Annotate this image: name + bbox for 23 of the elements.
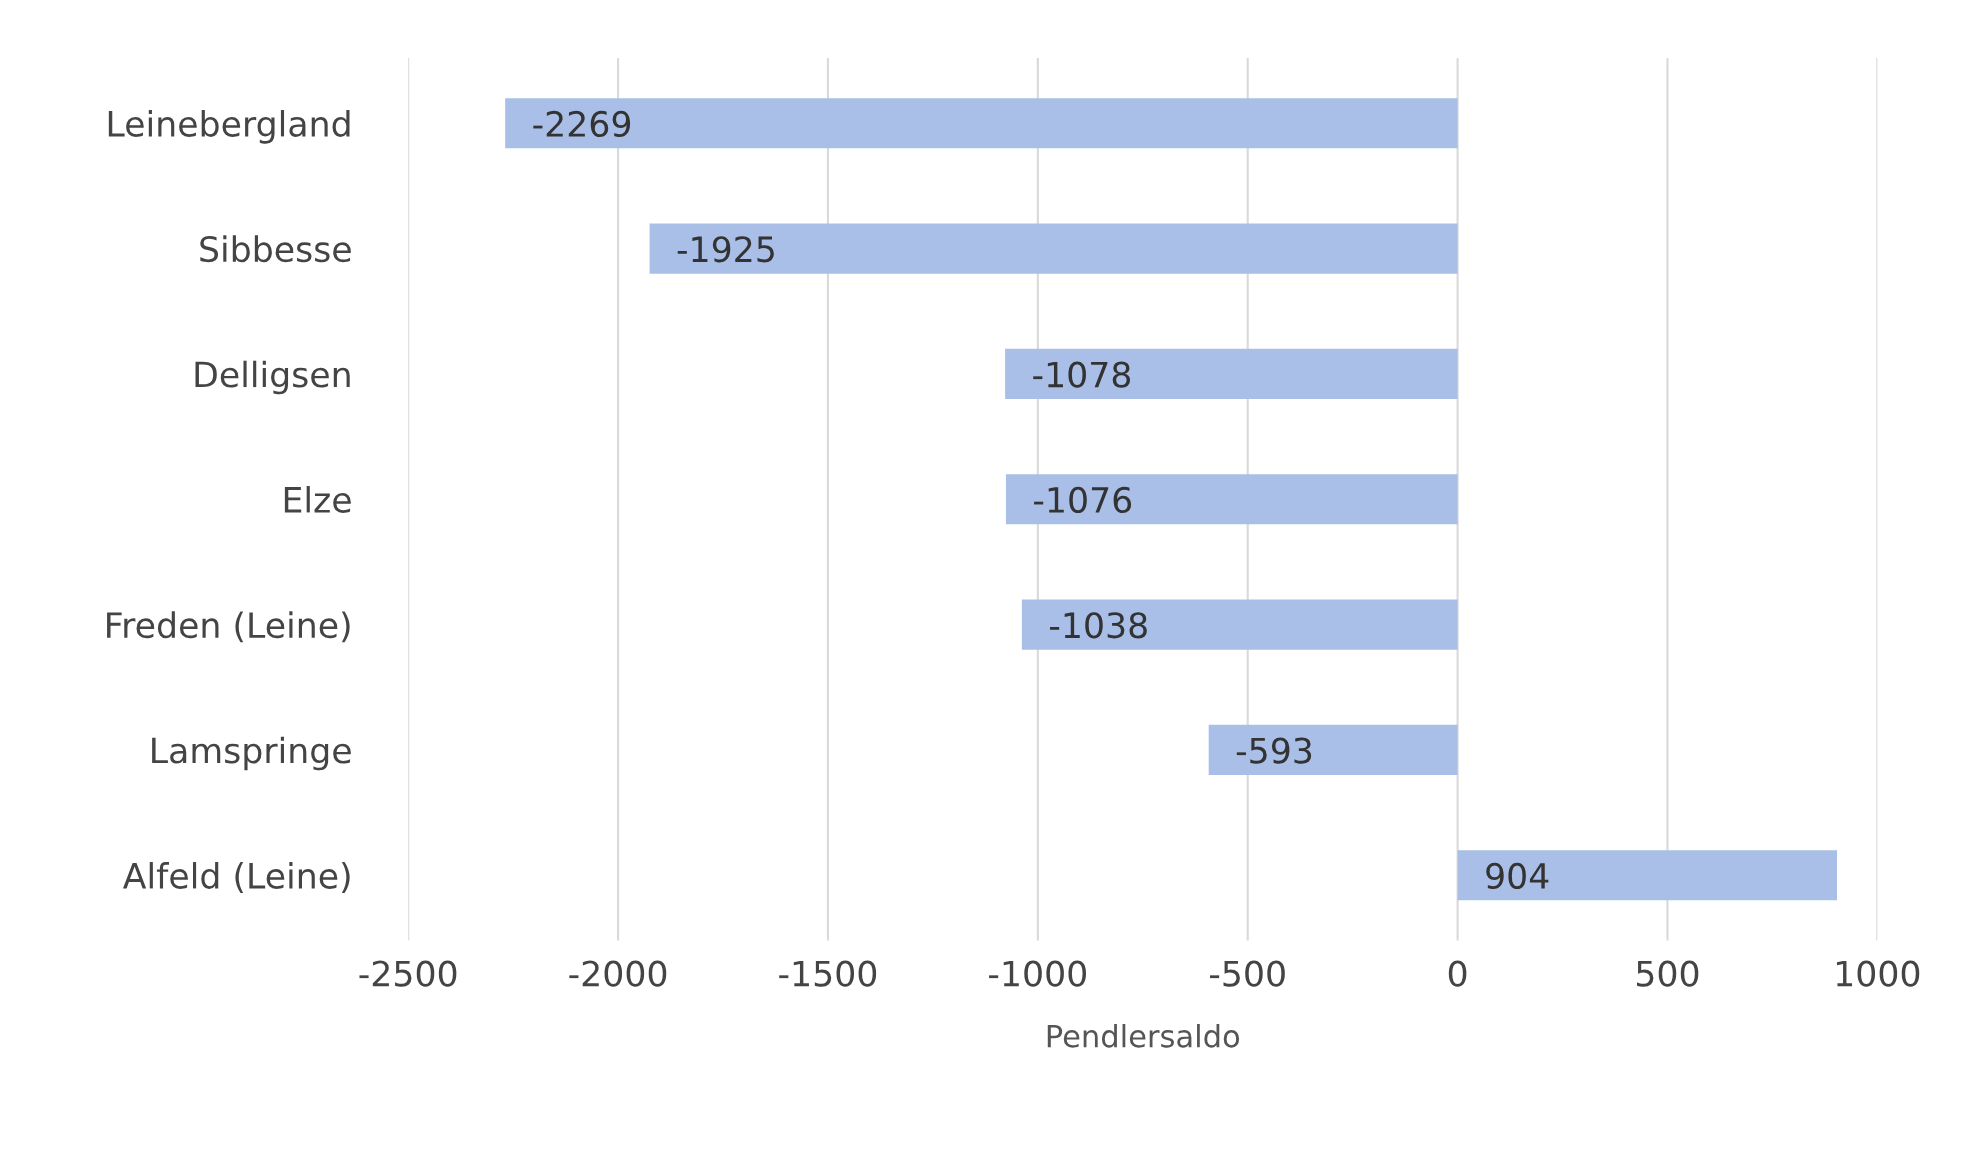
- y-tick-label: Elze: [284, 486, 351, 513]
- data-label: -593: [1236, 737, 1312, 764]
- data-label: -1038: [1050, 612, 1147, 639]
- x-axis-title: Pendlersaldo: [1047, 1024, 1240, 1048]
- x-tick-label: 0: [1448, 960, 1467, 987]
- x-tick-label: -500: [1210, 960, 1285, 987]
- x-tick-label: -1000: [989, 960, 1086, 987]
- y-tick-label: Sibbesse: [200, 235, 351, 263]
- x-tick-label: 500: [1637, 960, 1699, 987]
- y-tick-label: Lamspringe: [152, 736, 351, 771]
- data-label: -2269: [533, 110, 631, 138]
- y-tick-label: Delligsen: [195, 360, 350, 395]
- y-tick-label: Alfeld (Leine): [122, 862, 350, 894]
- y-tick-label: Freden (Leine): [107, 611, 350, 643]
- y-tick-label: Leinebergland: [108, 110, 350, 144]
- x-tick-label: 1000: [1836, 960, 1920, 987]
- x-tick-label: -2000: [569, 960, 667, 987]
- data-label: 904: [1486, 862, 1549, 890]
- data-label: -1078: [1033, 361, 1131, 388]
- data-label: -1076: [1034, 486, 1132, 514]
- data-label: -1925: [677, 236, 774, 263]
- x-tick-label: -1500: [779, 960, 877, 987]
- x-tick-label: -2500: [359, 960, 457, 987]
